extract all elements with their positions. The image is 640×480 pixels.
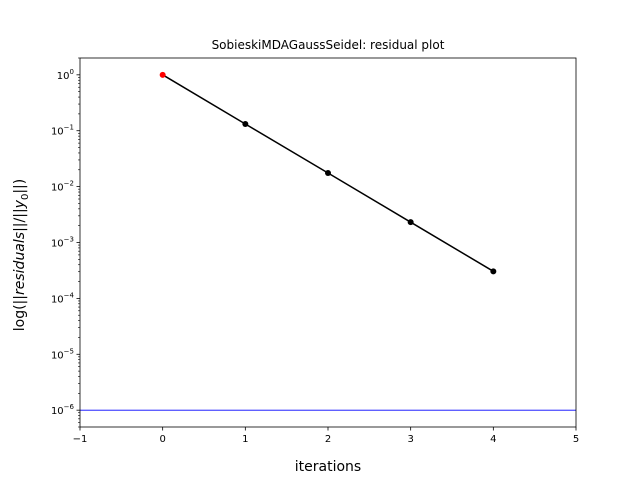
y-tick-exponent: −3 [64, 236, 74, 244]
y-tick-exponent: −2 [64, 180, 74, 188]
x-tick-label: 5 [573, 434, 579, 445]
y-tick-base: 10 [57, 71, 70, 82]
x-tick-label: 3 [407, 434, 413, 445]
y-axis-label-var: y [12, 199, 28, 209]
y-tick-base: 10 [51, 183, 64, 194]
x-tick-label: 0 [159, 434, 165, 445]
y-axis-label: log(||residuals||/||y0||) [12, 179, 31, 332]
y-tick-label: 10−4 [51, 291, 75, 305]
y-tick-label: 10−3 [51, 236, 74, 250]
plot-frame [79, 57, 577, 428]
y-tick-label: 10−2 [51, 180, 74, 194]
y-axis-label-residuals: residuals [12, 232, 28, 295]
data-point [325, 170, 331, 177]
y-tick-exponent: −4 [64, 291, 75, 299]
x-tick-label: 4 [490, 434, 496, 445]
y-tick-exponent: −5 [64, 347, 74, 355]
y-axis-label-prefix: log(|| [12, 295, 28, 331]
y-axis-label-middle: ||/|| [12, 208, 28, 232]
data-point [242, 120, 249, 127]
x-axis-label: iterations [295, 459, 361, 475]
y-axis-label-sub: 0 [20, 194, 31, 200]
y-tick-label: 100 [57, 68, 74, 82]
chart-title: SobieskiMDAGaussSeidel: residual plot [212, 38, 445, 52]
y-tick-label: 10−6 [51, 403, 75, 417]
y-tick-base: 10 [51, 127, 64, 138]
x-tick-label: 2 [325, 434, 331, 445]
y-tick-label: 10−1 [51, 124, 74, 138]
plot-area [79, 57, 577, 428]
data-point [407, 219, 414, 226]
x-tick-label: −1 [73, 434, 88, 445]
y-tick-exponent: −6 [64, 403, 75, 411]
y-tick-base: 10 [51, 406, 64, 417]
data-point [490, 268, 497, 275]
y-tick-base: 10 [51, 350, 64, 361]
x-tick-label: 1 [242, 434, 248, 445]
x-axis: −1 0 1 2 3 4 5 [73, 427, 579, 445]
y-axis-label-suffix: ||) [12, 179, 28, 194]
y-tick-exponent: −1 [64, 124, 74, 132]
y-tick-base: 10 [51, 294, 64, 305]
y-tick-base: 10 [51, 239, 64, 250]
data-point-initial [159, 71, 166, 78]
y-tick-label: 10−5 [51, 347, 74, 361]
y-tick-exponent: 0 [70, 68, 74, 76]
